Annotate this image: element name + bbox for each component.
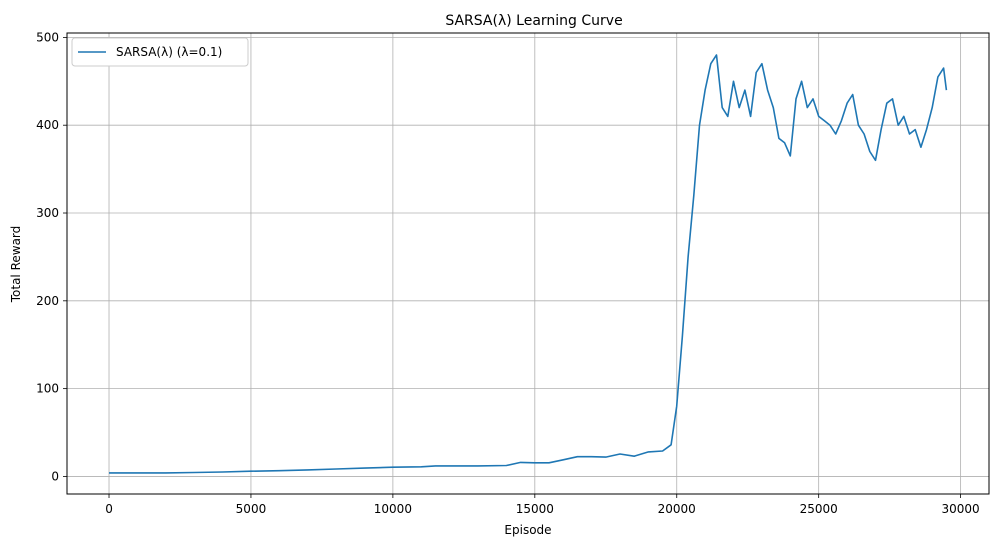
x-axis-label: Episode [504,523,551,537]
series-layer [109,54,948,474]
x-tick-label: 10000 [374,502,412,516]
chart-title: SARSA(λ) Learning Curve [445,13,622,29]
legend-label: SARSA(λ) (λ=0.1) [116,45,222,59]
x-tick-label: 25000 [800,502,838,516]
y-tick-label: 0 [51,469,59,483]
y-tick-label: 500 [36,30,59,44]
plot-frame [66,32,990,495]
y-tick-label: 100 [36,382,59,396]
y-tick-label: 200 [36,294,59,308]
x-tick-label: 15000 [516,502,554,516]
x-tick-label: 0 [105,502,113,516]
y-tick-label: 300 [36,206,59,220]
series-line [109,54,948,474]
y-axis-label: Total Reward [9,226,23,304]
x-tick-label: 20000 [658,502,696,516]
x-tick-label: 5000 [236,502,267,516]
legend: SARSA(λ) (λ=0.1) [71,37,249,67]
y-tick-label: 400 [36,118,59,132]
tick-layer: 0 5000 10000 15000 20000 25000 30000 0 100 200 300… [36,30,980,516]
legend-box [71,37,249,67]
grid [67,33,989,494]
x-tick-label: 30000 [942,502,980,516]
